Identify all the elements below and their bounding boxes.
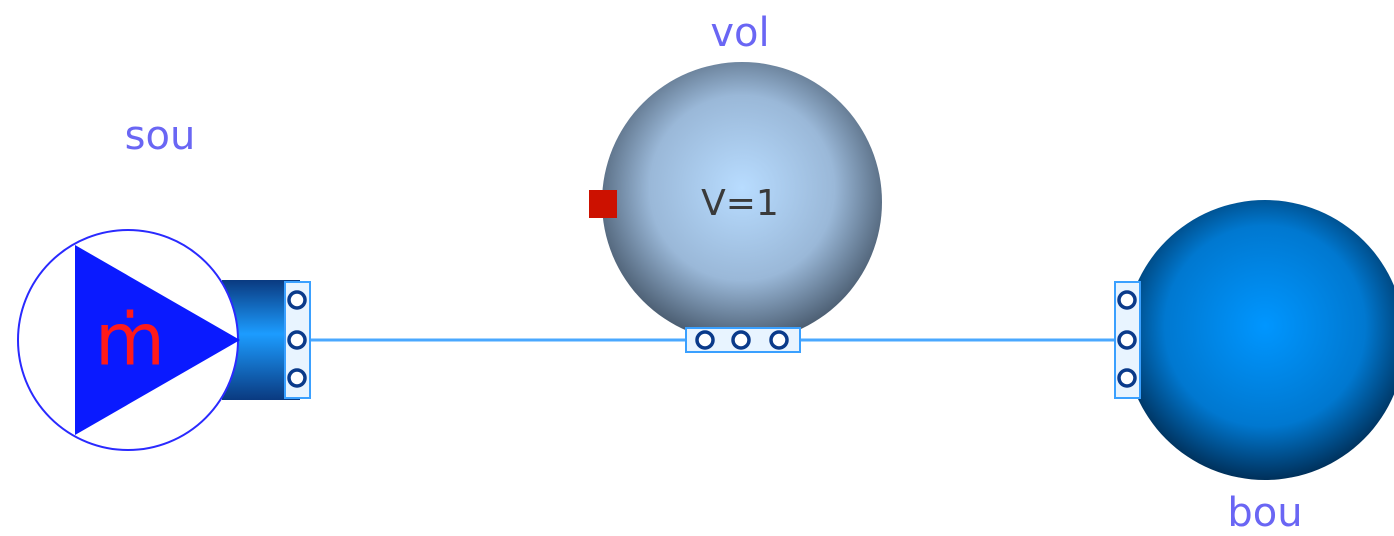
node-label: vol bbox=[710, 10, 769, 56]
port-connector bbox=[287, 290, 307, 310]
port-connector bbox=[1117, 330, 1137, 350]
vol-component[interactable]: vol V=1 bbox=[589, 10, 882, 353]
port-connector bbox=[1117, 290, 1137, 310]
port-connector bbox=[287, 368, 307, 388]
node-label: bou bbox=[1227, 490, 1302, 536]
source-triangle bbox=[75, 245, 240, 435]
port-connector bbox=[1117, 368, 1137, 388]
port-connector bbox=[769, 330, 789, 350]
node-label: sou bbox=[125, 113, 196, 159]
icon-text: V=1 bbox=[701, 183, 779, 224]
heat-port bbox=[589, 190, 617, 218]
port-connector bbox=[695, 330, 715, 350]
bou-component[interactable]: bou bbox=[1114, 200, 1394, 536]
boundary-circle bbox=[1125, 200, 1394, 480]
volume-circle bbox=[602, 62, 882, 342]
port-connector bbox=[731, 330, 751, 350]
icon-text: ṁ bbox=[95, 298, 165, 382]
sou-component[interactable]: sou ṁ bbox=[17, 113, 311, 451]
port-connector bbox=[287, 330, 307, 350]
